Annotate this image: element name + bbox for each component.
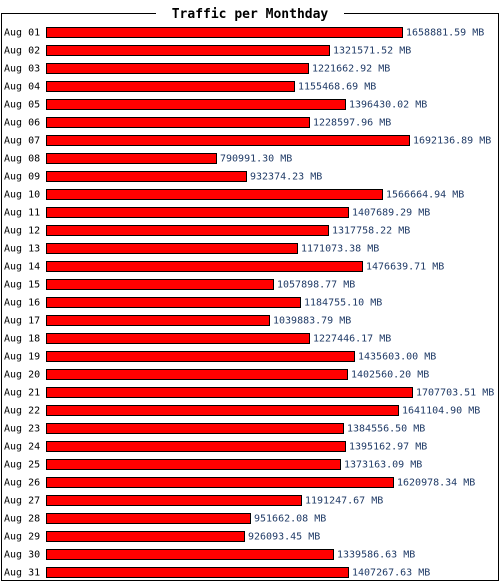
value-label: 1707703.51 MB <box>416 388 494 399</box>
bar <box>46 279 274 290</box>
value-label: 1407267.63 MB <box>352 568 430 579</box>
bar <box>46 351 355 362</box>
bar <box>46 369 348 380</box>
bar <box>46 207 349 218</box>
value-label: 1317758.22 MB <box>332 226 410 237</box>
category-label: Aug 06 <box>4 118 40 129</box>
bar <box>46 225 329 236</box>
bar <box>46 153 217 164</box>
category-label: Aug 12 <box>4 226 40 237</box>
value-label: 1435603.00 MB <box>358 352 436 363</box>
value-label: 1191247.67 MB <box>305 496 383 507</box>
category-label: Aug 02 <box>4 46 40 57</box>
bar <box>46 117 310 128</box>
value-label: 1184755.10 MB <box>304 298 382 309</box>
category-label: Aug 11 <box>4 208 40 219</box>
value-label: 926093.45 MB <box>248 532 320 543</box>
bar <box>46 45 330 56</box>
bar <box>46 423 344 434</box>
bar <box>46 405 399 416</box>
bar <box>46 495 302 506</box>
category-label: Aug 20 <box>4 370 40 381</box>
category-label: Aug 15 <box>4 280 40 291</box>
category-label: Aug 23 <box>4 424 40 435</box>
category-label: Aug 27 <box>4 496 40 507</box>
category-label: Aug 22 <box>4 406 40 417</box>
value-label: 1620978.34 MB <box>397 478 475 489</box>
bar <box>46 531 245 542</box>
category-label: Aug 24 <box>4 442 40 453</box>
bar <box>46 189 383 200</box>
value-label: 1171073.38 MB <box>301 244 379 255</box>
category-label: Aug 26 <box>4 478 40 489</box>
bar <box>46 333 310 344</box>
title-backdrop <box>156 4 344 22</box>
bar <box>46 171 247 182</box>
category-label: Aug 28 <box>4 514 40 525</box>
value-label: 1566664.94 MB <box>386 190 464 201</box>
value-label: 1321571.52 MB <box>333 46 411 57</box>
value-label: 1339586.63 MB <box>337 550 415 561</box>
value-label: 1228597.96 MB <box>313 118 391 129</box>
value-label: 1407689.29 MB <box>352 208 430 219</box>
bar <box>46 459 341 470</box>
category-label: Aug 09 <box>4 172 40 183</box>
category-label: Aug 19 <box>4 352 40 363</box>
value-label: 1227446.17 MB <box>313 334 391 345</box>
category-label: Aug 18 <box>4 334 40 345</box>
bar <box>46 513 251 524</box>
bar <box>46 441 346 452</box>
bar-rows: Aug 01 1658881.59 MB Aug 02 1321571.52 MB Au… <box>4 27 494 579</box>
bar <box>46 27 403 38</box>
bar <box>46 63 309 74</box>
bar <box>46 261 363 272</box>
category-label: Aug 10 <box>4 190 40 201</box>
value-label: 1692136.89 MB <box>413 136 491 147</box>
value-label: 1039883.79 MB <box>273 316 351 327</box>
bar <box>46 243 298 254</box>
value-label: 932374.23 MB <box>250 172 322 183</box>
category-label: Aug 07 <box>4 136 40 147</box>
bar <box>46 387 413 398</box>
value-label: 1221662.92 MB <box>312 64 390 75</box>
category-label: Aug 05 <box>4 100 40 111</box>
value-label: 1155468.69 MB <box>298 82 376 93</box>
category-label: Aug 29 <box>4 532 40 543</box>
category-label: Aug 25 <box>4 460 40 471</box>
value-label: 790991.30 MB <box>220 154 292 165</box>
bar <box>46 297 301 308</box>
chart-title: Traffic per Monthday <box>172 7 329 22</box>
category-label: Aug 16 <box>4 298 40 309</box>
bar <box>46 135 410 146</box>
category-label: Aug 14 <box>4 262 40 273</box>
value-label: 1395162.97 MB <box>349 442 427 453</box>
category-label: Aug 30 <box>4 550 40 561</box>
value-label: 1057898.77 MB <box>277 280 355 291</box>
bar <box>46 81 295 92</box>
value-label: 1384556.50 MB <box>347 424 425 435</box>
category-label: Aug 17 <box>4 316 40 327</box>
category-label: Aug 13 <box>4 244 40 255</box>
value-label: 951662.08 MB <box>254 514 326 525</box>
bar <box>46 477 394 488</box>
value-label: 1658881.59 MB <box>406 28 484 39</box>
category-label: Aug 08 <box>4 154 40 165</box>
category-label: Aug 21 <box>4 388 40 399</box>
value-label: 1373163.09 MB <box>344 460 422 471</box>
value-label: 1641104.90 MB <box>402 406 480 417</box>
bar <box>46 549 334 560</box>
value-label: 1402560.20 MB <box>351 370 429 381</box>
bar <box>46 99 346 110</box>
category-label: Aug 03 <box>4 64 40 75</box>
bar <box>46 567 349 578</box>
bar <box>46 315 270 326</box>
category-label: Aug 01 <box>4 28 40 39</box>
category-label: Aug 31 <box>4 568 40 579</box>
value-label: 1396430.02 MB <box>349 100 427 111</box>
category-label: Aug 04 <box>4 82 40 93</box>
value-label: 1476639.71 MB <box>366 262 444 273</box>
